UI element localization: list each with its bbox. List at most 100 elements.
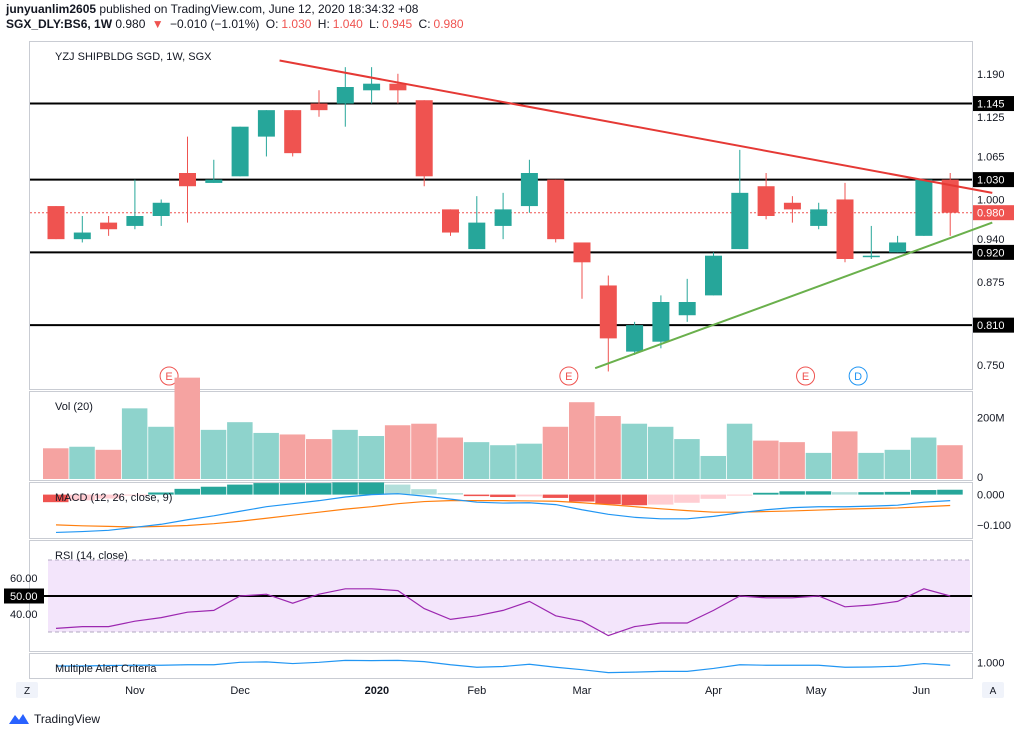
candle-body <box>152 202 170 216</box>
time-tick-label: 2020 <box>365 685 389 697</box>
price-tick-label: 0.875 <box>977 277 1005 289</box>
macd-histogram-bar <box>647 494 674 505</box>
macd-signal-line <box>55 500 951 528</box>
volume-bar <box>43 448 69 479</box>
level-axis-tag <box>973 172 1014 188</box>
footer-brand: TradingView <box>8 712 100 726</box>
candle-body <box>442 209 459 233</box>
time-tick-label: Dec <box>230 685 250 697</box>
macd-pane-frame <box>29 482 973 539</box>
macd-histogram-bar <box>674 494 700 503</box>
event-marker-label: E <box>802 371 809 383</box>
alert-criteria-line <box>56 659 951 674</box>
alert-tick-label: 1.000 <box>977 657 1005 669</box>
rsi-tick-label: 40.00 <box>10 609 38 621</box>
macd-histogram-bar <box>569 494 595 502</box>
macd-histogram-bar <box>595 494 621 505</box>
candle-body <box>520 173 538 207</box>
chart-header: junyuanlim2605 published on TradingView.… <box>6 2 467 32</box>
symbol-label: SGX_DLY:BS6, 1W <box>6 17 113 31</box>
candle-body <box>652 302 670 342</box>
candle-body <box>284 110 302 154</box>
time-tick-label: Jun <box>912 685 930 697</box>
volume-bar <box>937 445 963 479</box>
high-label: H: <box>317 17 330 31</box>
candle-body <box>573 242 591 263</box>
alert-pane-frame <box>29 653 973 679</box>
rsi-line <box>55 588 951 637</box>
time-zoom-button[interactable] <box>16 682 38 698</box>
tradingview-logo-icon <box>9 714 29 724</box>
candle-body <box>783 202 801 210</box>
candle-body <box>547 179 565 240</box>
auto-scale-button[interactable] <box>982 682 1004 698</box>
volume-bar <box>805 452 832 479</box>
candle-body <box>310 103 328 111</box>
rsi-tick-label: 60.00 <box>10 573 38 585</box>
event-marker-label: E <box>565 371 572 383</box>
macd-histogram-bar <box>910 490 937 495</box>
volume-bar <box>174 377 200 479</box>
macd-tick-label: −0.100 <box>977 520 1011 532</box>
brand-name: TradingView <box>34 712 101 726</box>
macd-histogram-bar <box>884 491 911 495</box>
macd-histogram-bar <box>69 494 95 501</box>
candle-body <box>389 83 407 91</box>
candle-body <box>468 222 486 250</box>
volume-bar <box>779 442 805 479</box>
macd-tick-label: 0.000 <box>977 490 1005 502</box>
candle-body <box>757 186 775 216</box>
author-name[interactable]: junyuanlim2605 <box>6 2 97 16</box>
down-arrow-icon: ▼ <box>151 17 164 31</box>
candle-body <box>626 325 644 352</box>
candle-body <box>915 179 933 236</box>
volume-bar <box>700 455 726 479</box>
macd-histogram-bar <box>937 489 963 495</box>
macd-histogram-bar <box>253 483 279 495</box>
volume-bar <box>542 426 569 479</box>
volume-tick-label: 200M <box>977 413 1005 425</box>
rsi-pane-title: RSI (14, close) <box>55 550 128 562</box>
candle-body <box>599 285 617 339</box>
macd-histogram-bar <box>306 483 332 495</box>
price-tick-label: 0.750 <box>977 360 1005 372</box>
macd-histogram-bar <box>279 483 306 495</box>
event-marker <box>848 366 868 386</box>
volume-bar <box>884 449 911 479</box>
volume-tick-label: 0 <box>977 472 983 484</box>
volume-bar <box>306 439 332 479</box>
macd-histogram-bar <box>332 482 358 495</box>
macd-histogram-bar <box>779 491 805 495</box>
macd-histogram-bar <box>490 494 516 498</box>
resistance-trendline <box>279 59 993 194</box>
candle-body <box>941 179 959 213</box>
quote-line: SGX_DLY:BS6, 1W 0.980 ▼ −0.010 (−1.01%) … <box>6 17 467 32</box>
macd-histogram-bar <box>726 494 753 496</box>
candle-body <box>179 173 196 187</box>
volume-bar <box>332 429 358 479</box>
event-marker <box>159 366 179 386</box>
macd-line <box>55 493 951 534</box>
macd-pane-title: MACD (12, 26, close, 9) <box>55 492 172 504</box>
last-price: 0.980 <box>115 17 146 31</box>
level-axis-label: 0.920 <box>977 247 1005 259</box>
close-label: C: <box>418 17 431 31</box>
macd-histogram-bar <box>700 494 726 499</box>
macd-histogram-bar <box>437 493 463 495</box>
price-tick-label: 1.000 <box>977 194 1005 206</box>
event-marker-label: D <box>854 371 862 383</box>
candle-body <box>810 209 828 226</box>
volume-bar <box>647 426 674 479</box>
price-pane-title: YZJ SHIPBLDG SGD, 1W, SGX <box>55 51 212 63</box>
macd-histogram-bar <box>43 494 69 503</box>
macd-histogram-bar <box>174 488 200 495</box>
macd-histogram-bar <box>384 484 411 495</box>
event-marker <box>796 366 816 386</box>
price-tick-label: 1.065 <box>977 151 1005 163</box>
level-axis-tag <box>973 96 1014 112</box>
last-price-label: 0.980 <box>977 208 1005 220</box>
macd-histogram-bar <box>200 486 227 495</box>
candle-body <box>415 100 433 177</box>
candle-body <box>836 199 854 259</box>
volume-bar <box>69 446 95 479</box>
